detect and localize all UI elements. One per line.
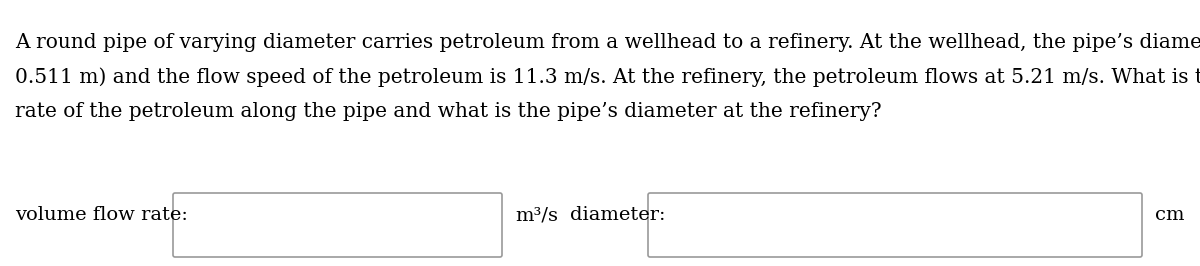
FancyBboxPatch shape bbox=[173, 193, 502, 257]
FancyBboxPatch shape bbox=[648, 193, 1142, 257]
Text: rate of the petroleum along the pipe and what is the pipe’s diameter at the refi: rate of the petroleum along the pipe and… bbox=[14, 102, 882, 121]
Text: volume flow rate:: volume flow rate: bbox=[14, 206, 188, 224]
Text: m³/s: m³/s bbox=[515, 206, 558, 224]
Text: A round pipe of varying diameter carries petroleum from a wellhead to a refinery: A round pipe of varying diameter carries… bbox=[14, 32, 1200, 52]
Text: 0.511 m) and the flow speed of the petroleum is 11.3 m/s. At the refinery, the p: 0.511 m) and the flow speed of the petro… bbox=[14, 67, 1200, 87]
Text: diameter:: diameter: bbox=[570, 206, 666, 224]
Text: cm: cm bbox=[1154, 206, 1184, 224]
